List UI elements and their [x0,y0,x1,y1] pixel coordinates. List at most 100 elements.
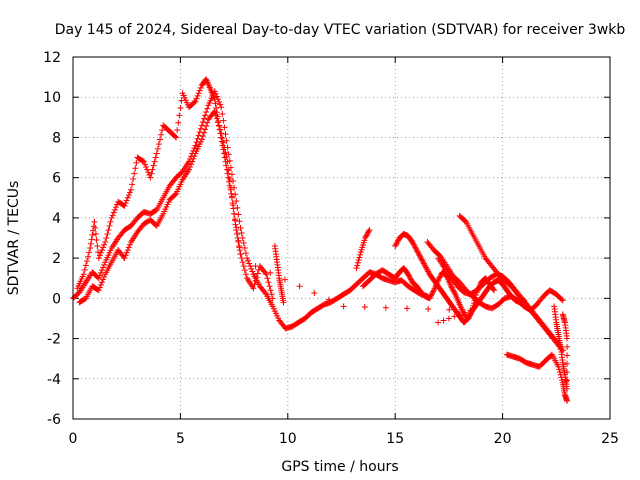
data-point [437,273,444,280]
data-point [101,241,108,248]
data-point [465,315,472,322]
data-point [191,145,198,152]
data-point [139,157,146,164]
data-point [140,158,147,165]
data-point [218,104,225,111]
data-point [89,231,96,238]
data-point [196,129,203,136]
data-point [394,239,401,246]
series-main-trace [70,88,431,332]
data-point [405,272,412,279]
data-point [224,158,231,165]
data-points [70,76,571,404]
data-point [185,166,192,173]
data-point [131,170,138,177]
x-tick-label: 20 [494,431,512,447]
x-axis-label: GPS time / hours [281,459,398,475]
data-point [97,269,104,276]
data-point [106,222,113,229]
data-point [223,153,230,160]
data-point [221,150,228,157]
data-point [222,131,229,138]
data-point [101,261,108,268]
data-point [126,241,133,248]
data-point [558,296,565,303]
data-point [216,98,223,105]
data-point [96,272,103,279]
data-point [355,257,362,264]
data-point [235,211,242,218]
data-point [91,218,98,225]
plot-frame [72,56,611,420]
data-point [197,84,204,91]
data-point [249,268,256,275]
data-point [428,292,434,299]
y-tick-label: 2 [52,251,61,267]
data-point [451,313,458,320]
series-evening-trace-5 [435,255,564,350]
data-point [102,239,109,246]
data-point [191,153,198,160]
y-tick-label: 0 [52,291,61,307]
data-point [448,284,455,291]
x-tick-label: 5 [176,431,185,447]
data-point [253,274,260,281]
data-point [239,235,246,241]
x-tick-label: 10 [279,431,297,447]
data-point [411,243,418,250]
data-point [158,131,165,138]
data-point [224,170,231,177]
data-point [234,204,241,211]
data-point [426,295,433,302]
data-point [125,192,132,199]
data-point [262,289,269,296]
data-point [192,142,199,149]
data-point [223,137,230,144]
data-point [417,255,424,262]
data-point [196,87,203,94]
series-upper-envelope [74,76,244,292]
data-point [187,163,194,170]
data-point [564,352,571,359]
data-point [188,161,195,168]
data-point [203,108,210,115]
data-point [362,233,369,240]
data-point [159,127,166,134]
data-point [174,127,181,134]
data-point [445,315,452,322]
data-point [559,377,566,384]
y-tick-label: 10 [43,90,61,106]
data-point [95,255,102,262]
data-point [130,176,137,183]
data-point [415,249,422,256]
data-point [430,288,437,295]
data-point [239,259,246,266]
data-point [382,304,389,311]
data-point [122,200,129,207]
data-point [85,253,92,260]
data-point [203,123,210,130]
data-point [219,135,226,142]
data-point [226,176,233,183]
data-point [354,262,361,269]
data-point [96,284,103,291]
data-point [425,268,432,275]
data-point [267,269,274,276]
data-point [364,229,371,236]
data-point [172,191,179,198]
series-late-spike [551,303,571,392]
data-point [189,158,196,165]
data-point [122,252,129,259]
data-point [264,275,271,282]
data-point [219,110,226,117]
data-point [199,133,206,140]
data-point [94,243,101,250]
data-point [133,159,140,166]
data-point [96,252,103,259]
data-point [266,283,273,290]
data-point [177,104,184,111]
data-point [228,171,235,178]
data-point [132,165,139,172]
data-point [422,264,429,271]
data-point [220,139,227,146]
